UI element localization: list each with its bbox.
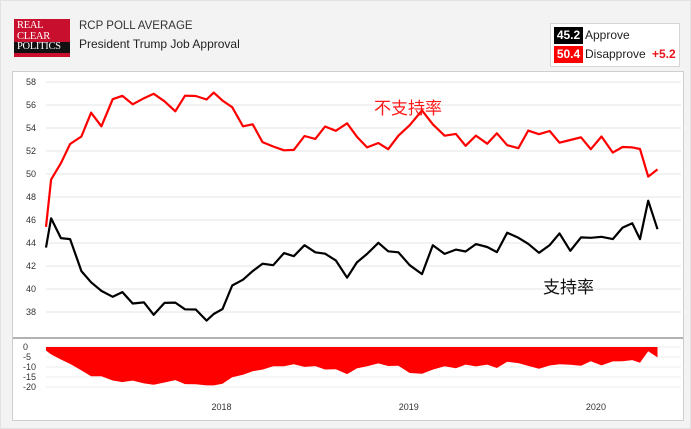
disapprove-line — [44, 91, 659, 228]
spread-area — [46, 347, 658, 386]
logo-line-2: CLEAR — [17, 30, 50, 42]
y-tick-label: 48 — [26, 192, 36, 202]
chart-source-title: RCP POLL AVERAGE — [79, 20, 193, 32]
y-tick-label: 46 — [26, 215, 36, 225]
y-tick-label: 58 — [26, 77, 36, 87]
y-tick-label: 44 — [26, 238, 36, 248]
x-tick-label: 2019 — [399, 402, 419, 412]
logo-line-3: POLITICS — [14, 41, 70, 53]
logo-line-1: REAL — [17, 20, 44, 31]
spread-tick-label: -5 — [23, 352, 31, 362]
approve-label: Approve — [585, 28, 630, 42]
disapprove-label: Disapprove — [585, 47, 646, 61]
main-grid — [46, 81, 681, 313]
chart-area: 38 40 42 44 46 48 50 52 54 56 58 不支持率支持率 0 -5 -10 -15… — [12, 71, 684, 421]
main-lines — [44, 91, 659, 322]
approve-value: 45.2 — [554, 27, 583, 44]
spread-area-fill — [46, 347, 658, 386]
spread-tick-label: -20 — [23, 382, 36, 392]
y-tick-label: 56 — [26, 100, 36, 110]
disapprove-value: 50.4 — [554, 46, 583, 63]
y-tick-label: 42 — [26, 261, 36, 271]
main-y-ticks: 38 40 42 44 46 48 50 52 54 56 58 — [26, 77, 36, 317]
y-tick-label: 38 — [26, 307, 36, 317]
x-ticks: 2018 2019 2020 — [211, 402, 605, 412]
chart-title: President Trump Job Approval — [79, 37, 240, 51]
legend: 45.2 Approve 50.4 Disapprove +5.2 — [550, 23, 680, 67]
x-tick-label: 2018 — [211, 402, 231, 412]
x-tick-label: 2020 — [586, 402, 606, 412]
spread-tick-label: 0 — [23, 342, 28, 352]
rcp-logo: REAL CLEAR POLITICS — [14, 19, 70, 57]
spread-tick-label: -15 — [23, 372, 36, 382]
spread-tick-label: -10 — [23, 362, 36, 372]
approve-line — [44, 199, 659, 322]
y-tick-label: 40 — [26, 284, 36, 294]
annotation-approve: 支持率 — [543, 278, 594, 297]
y-tick-label: 54 — [26, 123, 36, 133]
spread-value: +5.2 — [652, 47, 676, 61]
y-tick-label: 52 — [26, 146, 36, 156]
annotation-disapprove: 不支持率 — [374, 99, 442, 118]
y-tick-label: 50 — [26, 169, 36, 179]
